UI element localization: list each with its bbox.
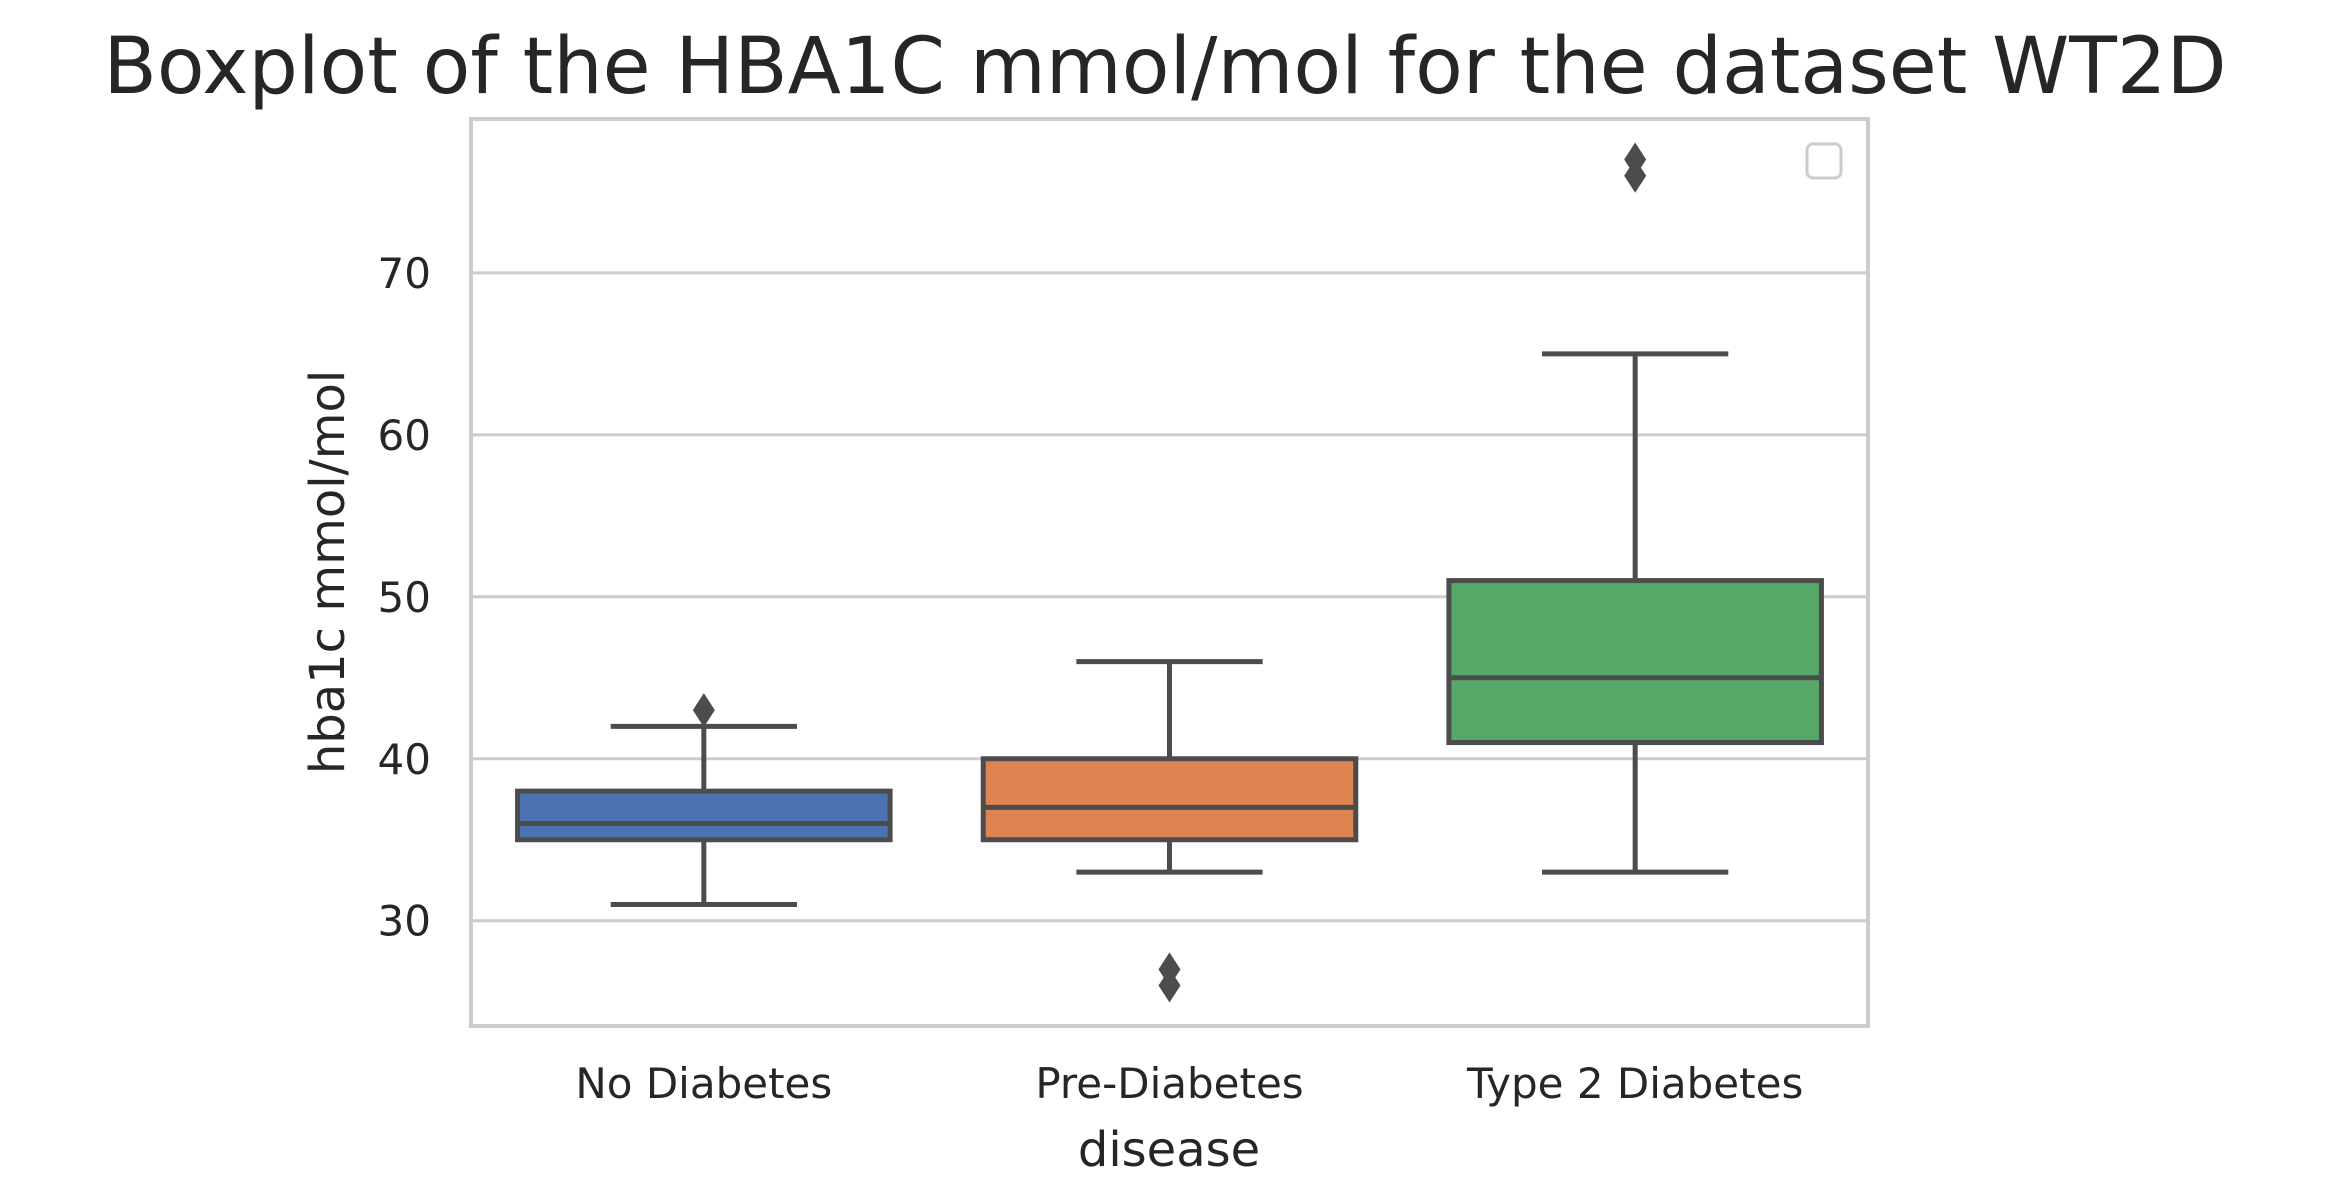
legend-box (1805, 142, 1843, 180)
outlier-point (1158, 952, 1181, 987)
x-tick-label: Type 2 Diabetes (1466, 1059, 1803, 1108)
y-axis-label: hba1c mmol/mol (300, 370, 356, 774)
outlier-point (1624, 142, 1647, 177)
box-group (980, 659, 1359, 1003)
y-tick-label: 30 (378, 897, 431, 946)
y-tick-label: 50 (378, 573, 431, 622)
plot-frame (469, 117, 1870, 1028)
y-tick-label: 70 (378, 249, 431, 298)
x-tick-labels: No Diabetes Pre-Diabetes Type 2 Diabetes (575, 1059, 1803, 1108)
x-axis-label: disease (1078, 1122, 1260, 1178)
boxes (515, 142, 1824, 1003)
chart-title: Boxplot of the HBA1C mmol/mol for the da… (103, 22, 2226, 112)
y-tick-label: 40 (378, 735, 431, 784)
x-tick-label: No Diabetes (575, 1059, 832, 1108)
box (980, 756, 1359, 843)
box (515, 788, 893, 843)
box (1446, 578, 1824, 746)
box-group (1446, 142, 1824, 875)
y-tick-labels: 30 40 50 60 70 (378, 249, 431, 946)
x-tick-label: Pre-Diabetes (1035, 1059, 1303, 1108)
outlier-point (692, 693, 715, 728)
y-tick-label: 60 (378, 411, 431, 460)
box-group (515, 693, 893, 908)
